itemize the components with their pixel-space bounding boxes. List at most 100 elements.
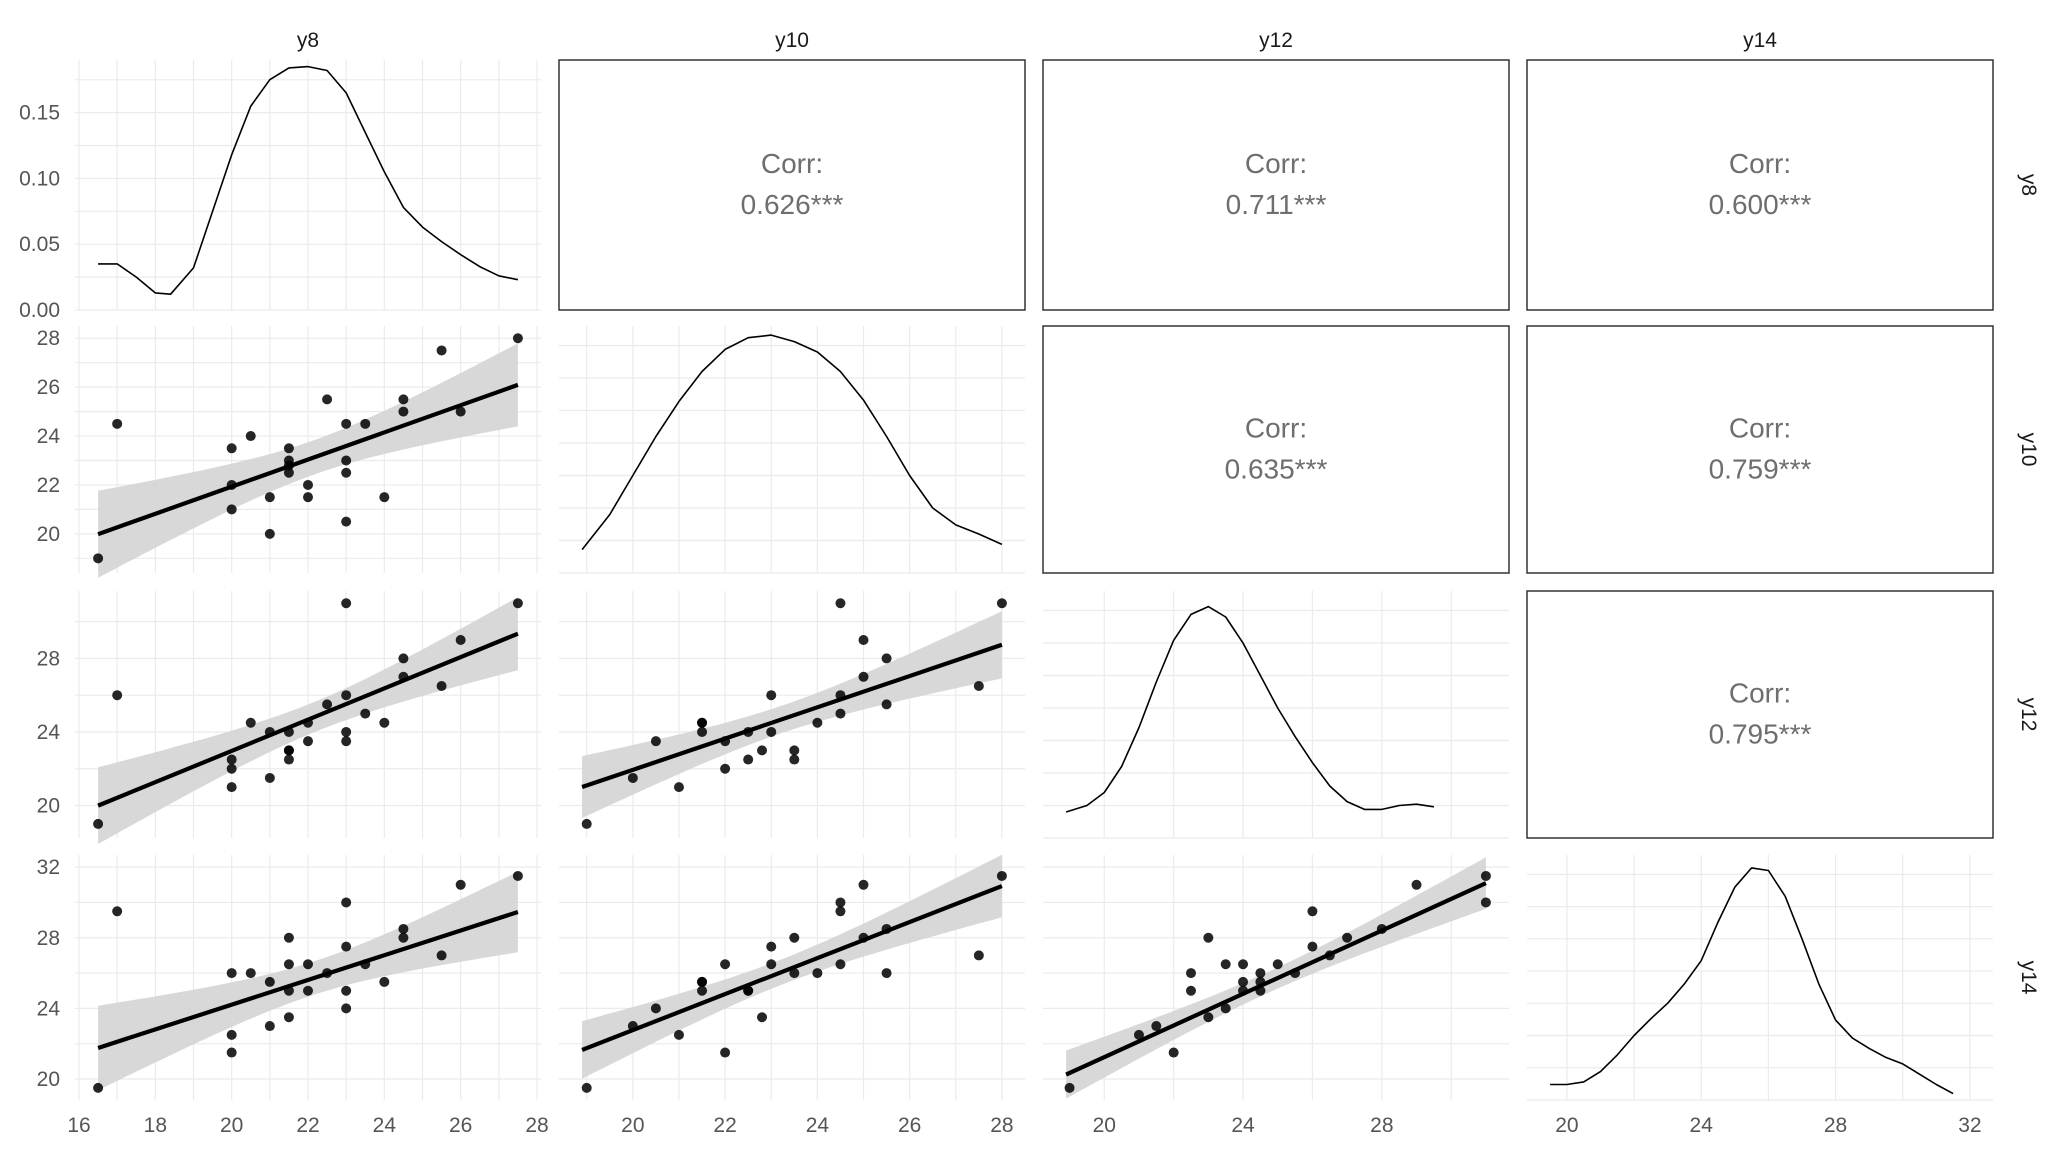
y-tick-label: 28 (37, 327, 60, 350)
data-point (226, 968, 237, 979)
data-point (1220, 959, 1231, 970)
corr-label: Corr: (1729, 148, 1791, 179)
y-tick-label: 26 (37, 376, 60, 399)
data-point (264, 726, 275, 737)
data-point (303, 959, 313, 970)
data-point (720, 736, 731, 747)
data-point (398, 394, 409, 405)
data-point (93, 818, 104, 829)
panel-y10-y12: Corr: 0.635*** (1042, 325, 1510, 574)
data-point (766, 941, 777, 952)
data-point (1064, 1082, 1075, 1093)
data-point (1376, 923, 1387, 934)
data-point (812, 968, 823, 979)
x-tick-label: 20 (1555, 1114, 1578, 1137)
data-point (341, 726, 352, 737)
corr-value: 0.626*** (741, 189, 844, 220)
panel-y12-y12 (1043, 591, 1509, 839)
x-tick-label: 18 (144, 1114, 167, 1137)
x-tick-label: 20 (1093, 1114, 1116, 1137)
data-point (743, 726, 754, 737)
strip-label-right-y10: y10 (2017, 433, 2040, 467)
data-point (226, 782, 237, 793)
y-tick-label: 24 (37, 721, 61, 744)
y-tick-label: 28 (37, 927, 60, 950)
data-point (789, 932, 800, 943)
y-tick-label: 20 (37, 523, 60, 546)
data-point (226, 1029, 237, 1040)
data-point (720, 763, 731, 774)
data-point (455, 406, 466, 417)
data-point (1168, 1047, 1179, 1058)
data-point (1133, 1029, 1144, 1040)
panel-y12-y8 (75, 591, 541, 844)
data-point (398, 671, 409, 682)
data-point (1290, 968, 1301, 979)
data-point (789, 754, 800, 765)
panel-y14-y12 (1043, 855, 1509, 1100)
corr-panel-border (558, 59, 1026, 311)
data-point (264, 976, 275, 987)
strip-label-top-y10: y10 (775, 29, 809, 52)
data-point (697, 726, 708, 737)
data-point (650, 1003, 661, 1014)
data-point (322, 699, 333, 710)
data-point (1307, 941, 1318, 952)
data-point (341, 455, 352, 466)
data-point (398, 406, 409, 417)
data-point (379, 717, 390, 728)
x-tick-label: 28 (990, 1114, 1013, 1137)
y-tick-label: 24 (37, 997, 61, 1020)
density-curve (1550, 867, 1954, 1095)
data-point (835, 906, 846, 917)
data-point (1307, 906, 1318, 917)
panel-y12-y14: Corr: 0.795*** (1526, 590, 1994, 839)
data-point (226, 763, 237, 774)
data-point (581, 1082, 592, 1093)
data-point (226, 504, 237, 515)
data-point (303, 479, 313, 490)
data-point (322, 968, 333, 979)
data-point (264, 492, 275, 503)
panel-y12-y10 (559, 591, 1025, 838)
x-tick-label: 20 (621, 1114, 644, 1137)
x-tick-label: 24 (806, 1114, 830, 1137)
data-point (245, 717, 256, 728)
data-point (283, 932, 294, 943)
data-point (398, 923, 409, 934)
regression-line (97, 382, 519, 537)
data-point (1411, 879, 1422, 890)
data-point (303, 985, 313, 996)
corr-panel-border (1042, 325, 1510, 574)
panel-y10-y14: Corr: 0.759*** (1526, 325, 1994, 574)
data-point (341, 418, 352, 429)
data-point (627, 772, 638, 783)
data-point (379, 492, 390, 503)
strip-label-right-y12: y12 (2017, 698, 2040, 732)
data-point (341, 985, 352, 996)
x-tick-label: 22 (713, 1114, 736, 1137)
data-point (1324, 950, 1335, 961)
panel-y8-y12: Corr: 0.711*** (1042, 59, 1510, 311)
data-point (1203, 932, 1214, 943)
data-point (697, 717, 708, 728)
corr-panel-border (1526, 59, 1994, 311)
strip-label-top-y12: y12 (1259, 29, 1293, 52)
y-tick-label: 20 (37, 1068, 60, 1091)
data-point (766, 726, 777, 737)
data-point (881, 923, 892, 934)
data-point (455, 635, 466, 646)
regression-line (97, 909, 519, 1050)
data-point (1255, 976, 1266, 987)
data-point (341, 897, 352, 908)
x-tick-label: 22 (296, 1114, 319, 1137)
data-point (720, 959, 731, 970)
data-point (436, 950, 447, 961)
x-tick-label: 16 (67, 1114, 90, 1137)
corr-panel-border (1526, 590, 1994, 839)
data-point (1151, 1021, 1162, 1032)
data-point (341, 690, 352, 701)
panel-y14-y8 (75, 855, 541, 1100)
y-tick-label: 0.00 (19, 299, 60, 322)
